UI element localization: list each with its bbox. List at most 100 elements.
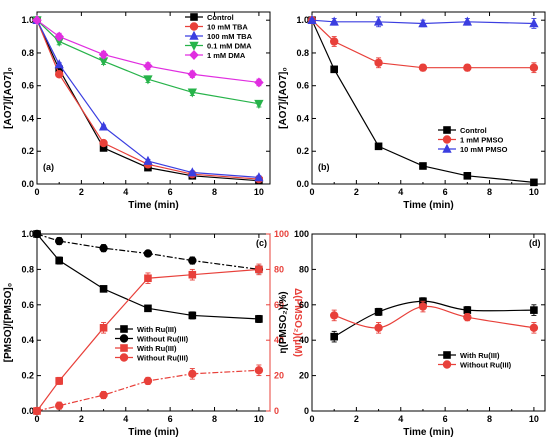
data-point [99,138,108,148]
legend-swatch-marker [442,360,452,369]
plot-frame [311,233,546,412]
data-point [55,377,63,385]
data-point [54,70,64,79]
y-tick-label: 0.2 [21,371,34,381]
series-line [36,268,259,412]
y-right-tick-label: 40 [274,335,284,345]
data-point [98,49,109,60]
series-without-ru-iii- [32,364,264,416]
data-point [254,77,264,88]
data-point [54,59,64,69]
data-point [530,306,538,314]
data-point [419,162,427,170]
legend-entry: Without Ru(III) [137,335,189,344]
data-point [188,311,197,320]
data-point [98,121,109,131]
data-point [143,75,153,85]
y-right-tick-label: 0 [274,406,279,416]
data-point [188,270,197,279]
series-line [36,233,259,270]
y-axis-label: η(PMSO₂)(%) [278,291,289,353]
plot-frame [36,233,271,412]
x-tick-label: 0 [34,414,39,424]
x-tick-label: 4 [123,187,128,197]
y-tick-label: 20 [299,371,309,381]
legend-entry: 10 mM PMSO [460,145,508,154]
series-line [311,19,534,69]
data-point [418,18,428,28]
legend-swatch-marker [190,13,198,21]
legend-entry: With Ru(III) [137,325,177,334]
legend-swatch-marker [189,30,199,40]
y-tick-label: 1.0 [21,15,34,25]
legend-entry: Control [207,13,234,22]
y-right-tick-label: 100 [274,229,289,239]
data-point [55,256,63,265]
y-tick-label: 0.4 [21,335,34,345]
data-point [255,315,263,323]
plot-frame [36,11,271,185]
y-tick-label: 0.2 [21,146,34,156]
data-point [54,31,64,42]
y-tick-label: 0.8 [296,48,309,58]
data-point [254,172,264,182]
panel-c: 0 2 4 6 8 10 0.0 0.2 0.4 0.6 0.8 1.0 0 20 40 60 80 100 Δ(P… [3,229,303,438]
y-tick-label: 1.0 [296,15,309,25]
legend-swatch-marker [120,325,128,333]
y-tick-label: 0.0 [21,179,34,189]
legend-swatch-marker [119,334,129,343]
legend-entry: 0.1 mM DMA [207,42,252,51]
panel-label: (b) [318,162,330,172]
x-tick-label: 2 [79,187,84,197]
data-point [330,332,338,341]
legend: With Ru(III)Without Ru(III)With Ru(III)W… [115,325,189,363]
plot-frame [311,11,546,185]
x-tick-label: 0 [309,187,314,197]
y-tick-label: 0.6 [21,300,34,310]
legend-entry: 1 mM PMSO [460,136,504,145]
data-point [373,16,384,26]
x-axis-label: Time (min) [403,427,453,438]
data-point [143,249,153,258]
legend-entry: With Ru(III) [460,351,500,360]
data-point [374,142,383,151]
series-line [36,19,259,180]
data-point [144,304,152,313]
x-tick-label: 4 [398,187,403,197]
panel-a: 0 2 4 6 8 10 0.0 0.2 0.4 0.6 0.8 1.0 Time (min) [AO7]… [3,11,271,211]
legend-swatch-marker [189,22,199,31]
data-point [99,243,108,253]
y-tick-label: 0.6 [21,81,34,91]
data-point [254,99,264,110]
data-point [187,167,197,177]
data-point [374,323,383,333]
data-point [144,274,152,283]
panel-b: 0 2 4 6 8 10 0.0 0.2 0.4 0.6 0.8 1.0 Time (min) [AO7]… [278,11,546,211]
y-axis-label: [AO7]/[AO7]₀ [3,67,14,129]
y-right-axis-label: Δ(PMSO₂)(μM) [292,288,303,357]
series-line [311,19,534,25]
y-tick-label: 80 [299,264,309,274]
data-point [529,323,539,333]
x-axis-label: Time (min) [128,427,178,438]
y-tick-label: 40 [299,335,309,345]
series-1-mm-dma [32,15,264,88]
series-line [36,19,259,182]
x-tick-label: 8 [212,414,217,424]
x-tick-label: 0 [34,187,39,197]
data-point [143,155,153,165]
x-axis-label: Time (min) [403,200,453,211]
legend-entry: 1 mM DMA [207,51,246,60]
y-right-tick-label: 80 [274,264,284,274]
series-line [36,19,259,179]
x-tick-label: 4 [398,414,403,424]
data-point [99,285,108,293]
x-tick-label: 8 [487,414,492,424]
data-point [529,18,539,28]
x-tick-label: 6 [168,187,173,197]
series-with-ru-iii- [330,297,538,343]
y-tick-label: 0.4 [21,113,34,123]
y-tick-label: 0.8 [21,48,34,58]
